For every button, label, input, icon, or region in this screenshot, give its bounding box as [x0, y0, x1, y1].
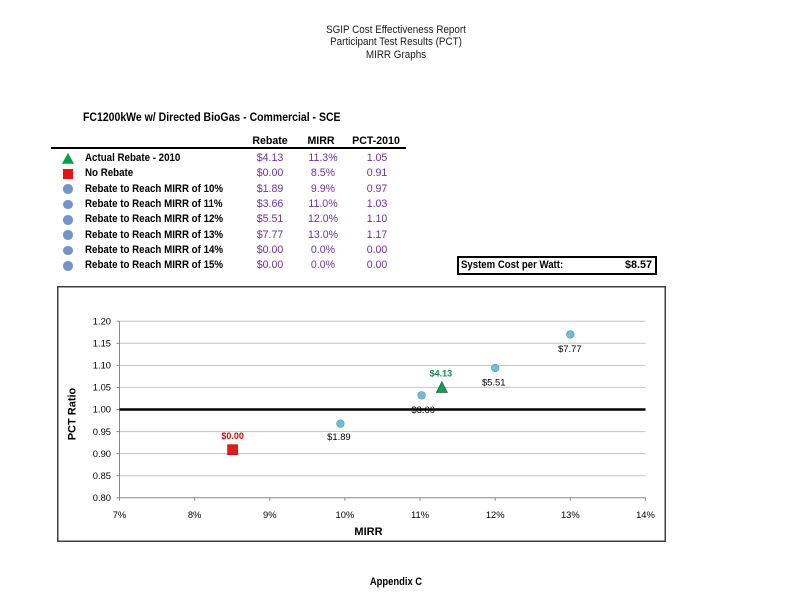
svg-text:9%: 9% — [263, 509, 277, 520]
svg-text:1.10: 1.10 — [93, 360, 111, 371]
svg-text:$4.13: $4.13 — [430, 368, 453, 378]
svg-text:1.15: 1.15 — [93, 337, 111, 348]
svg-text:PCT Ratio: PCT Ratio — [67, 387, 79, 440]
svg-text:$7.77: $7.77 — [558, 343, 581, 354]
svg-text:$5.51: $5.51 — [482, 376, 505, 387]
svg-text:0.90: 0.90 — [93, 448, 111, 459]
svg-text:$0.00: $0.00 — [221, 431, 244, 441]
svg-text:1.00: 1.00 — [93, 404, 111, 415]
svg-text:0.95: 0.95 — [93, 426, 111, 437]
svg-text:8%: 8% — [188, 509, 202, 520]
svg-text:0.85: 0.85 — [93, 470, 111, 481]
svg-text:12%: 12% — [486, 509, 505, 520]
svg-text:14%: 14% — [636, 509, 655, 520]
svg-text:$3.66: $3.66 — [411, 404, 434, 415]
svg-text:10%: 10% — [336, 509, 355, 520]
svg-text:0.80: 0.80 — [93, 492, 111, 503]
svg-text:MIRR: MIRR — [354, 526, 382, 538]
svg-text:11%: 11% — [411, 509, 429, 520]
svg-text:7%: 7% — [113, 509, 127, 520]
svg-text:1.05: 1.05 — [93, 382, 111, 393]
svg-text:13%: 13% — [561, 509, 580, 520]
svg-text:1.20: 1.20 — [93, 315, 111, 326]
svg-text:$1.89: $1.89 — [327, 431, 350, 442]
